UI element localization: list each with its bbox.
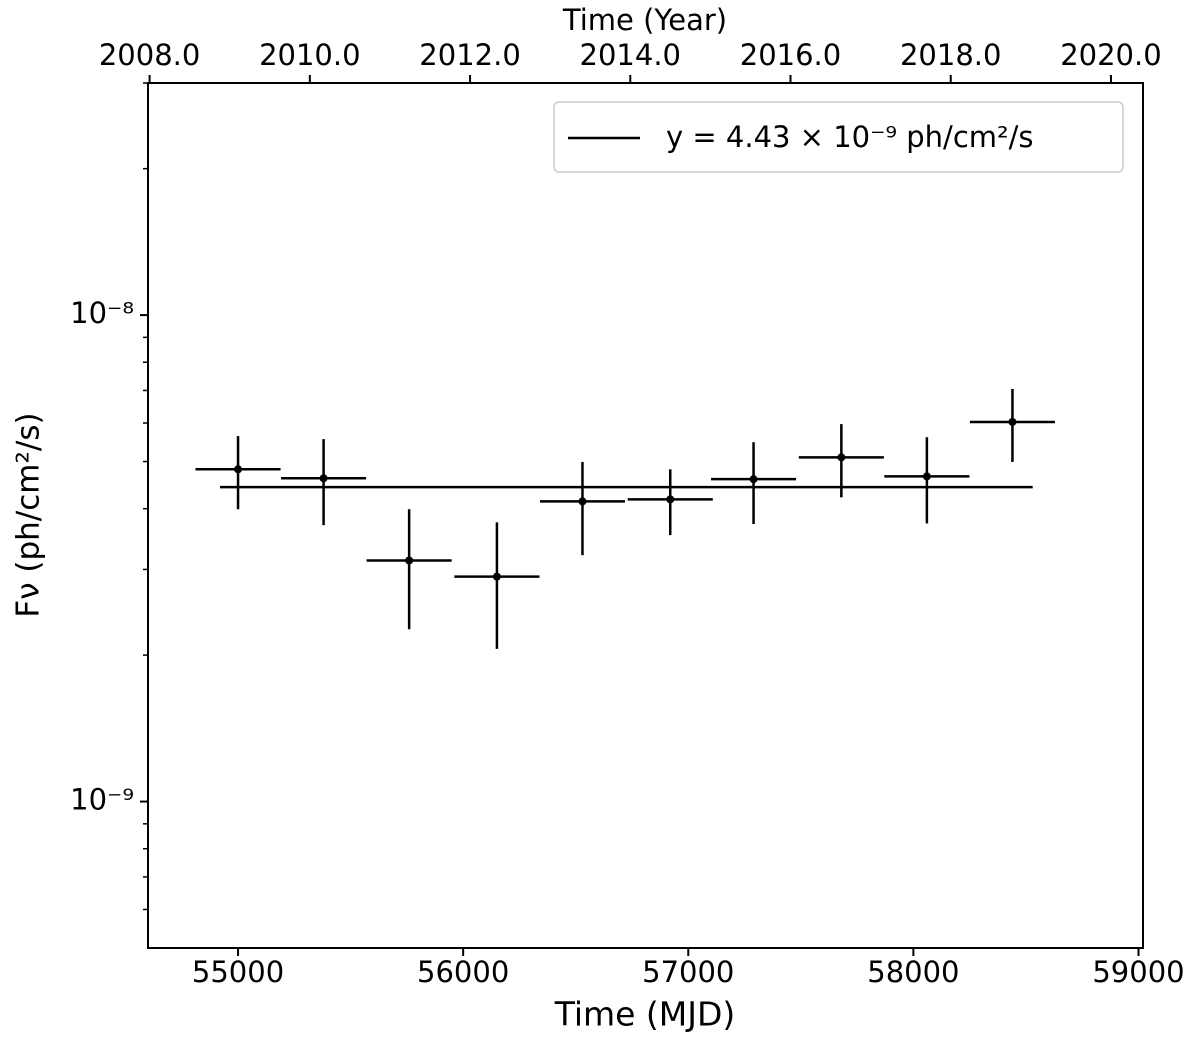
data-point: [749, 475, 758, 484]
x-axis-label: Time (MJD): [554, 995, 736, 1034]
x2-tick-label: 2008.0: [99, 38, 200, 72]
data-point: [837, 453, 846, 462]
x2-tick-label: 2018.0: [900, 38, 1001, 72]
x2-tick-label: 2012.0: [419, 38, 520, 72]
y-tick-label: 10⁻⁸: [70, 296, 134, 330]
data-point: [1008, 417, 1017, 426]
y-tick-label: 10⁻⁹: [70, 783, 134, 817]
legend-label: y = 4.43 × 10⁻⁹ ph/cm²/s: [666, 120, 1034, 154]
legend-box: [553, 101, 1124, 173]
plot-frame: [147, 82, 1144, 949]
data-point: [492, 572, 501, 581]
x-tick-label: 59000: [1092, 955, 1184, 989]
x2-tick-label: 2020.0: [1060, 38, 1161, 72]
data-point: [578, 497, 587, 506]
data-point: [405, 556, 414, 565]
x-tick-label: 55000: [192, 955, 284, 989]
x2-tick-label: 2016.0: [740, 38, 841, 72]
data-point: [666, 495, 675, 504]
x-tick-label: 58000: [867, 955, 959, 989]
top-axis-title: Time (Year): [562, 3, 727, 37]
y-axis-label: Fν (ph/cm²/s): [11, 412, 47, 617]
data-point: [234, 465, 243, 474]
x2-tick-label: 2010.0: [259, 38, 360, 72]
x-tick-label: 57000: [642, 955, 734, 989]
data-point: [922, 472, 931, 481]
data-point: [319, 474, 328, 483]
x-tick-label: 56000: [417, 955, 509, 989]
x2-tick-label: 2014.0: [580, 38, 681, 72]
